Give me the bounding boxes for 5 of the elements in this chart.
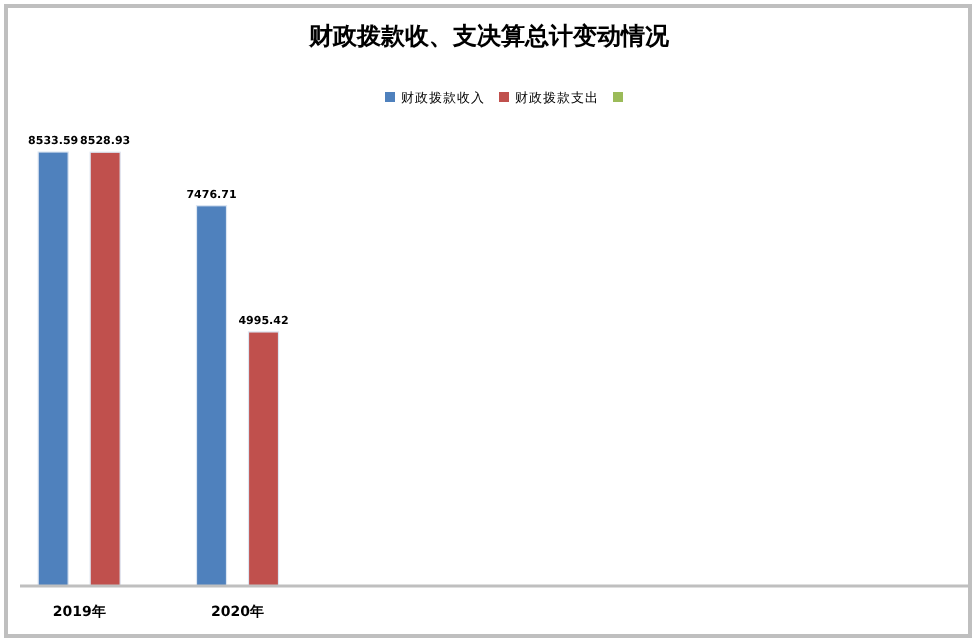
bar (37, 151, 69, 587)
bar (195, 205, 228, 587)
bar (89, 151, 121, 587)
bar (247, 331, 280, 587)
chart-title: 财政拨款收、支决算总计变动情况 (307, 22, 671, 50)
